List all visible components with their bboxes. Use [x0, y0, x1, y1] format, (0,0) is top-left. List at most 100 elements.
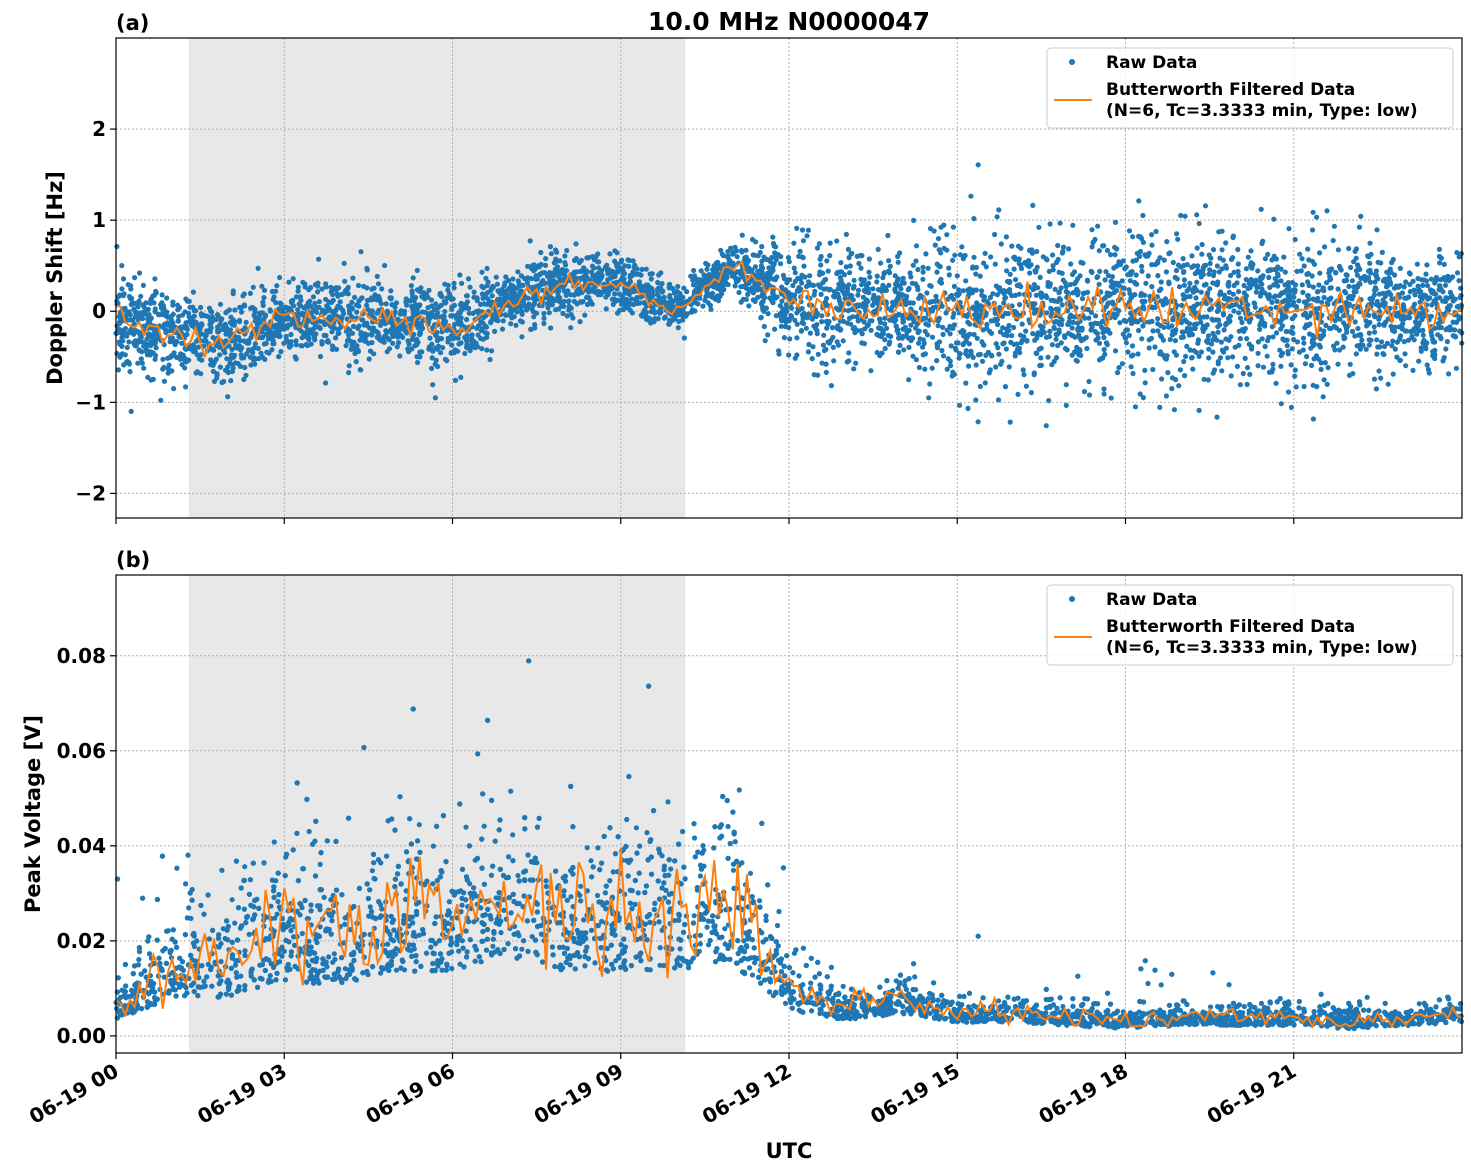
raw-data-point [1374, 351, 1380, 357]
raw-data-point [827, 240, 833, 246]
raw-data-point [230, 288, 236, 294]
raw-data-point [1359, 337, 1365, 343]
raw-data-point [586, 295, 592, 301]
raw-data-point [261, 287, 268, 293]
raw-data-point [1004, 257, 1010, 263]
raw-data-point [692, 308, 698, 314]
raw-data-point [434, 312, 440, 318]
raw-data-point [1270, 334, 1276, 340]
raw-data-point [116, 294, 122, 300]
raw-data-point [135, 360, 141, 366]
raw-data-point [755, 294, 761, 300]
raw-data-point [228, 378, 234, 384]
raw-data-point [1172, 338, 1178, 344]
raw-data-point [1385, 381, 1391, 387]
raw-data-point [1021, 334, 1027, 340]
raw-data-point [1355, 264, 1361, 270]
raw-data-point [1009, 333, 1015, 339]
raw-data-point [268, 329, 274, 335]
raw-data-point [968, 193, 974, 199]
raw-data-point [532, 325, 538, 331]
raw-data-point [1020, 367, 1026, 373]
raw-data-point [739, 247, 745, 254]
raw-data-point [555, 294, 561, 300]
raw-data-point [1450, 274, 1456, 280]
raw-data-point [1114, 370, 1121, 376]
raw-data-point [354, 309, 360, 315]
raw-data-point [614, 263, 620, 269]
raw-data-point [1190, 289, 1196, 295]
raw-data-point [860, 294, 867, 300]
raw-data-point [1101, 386, 1107, 392]
raw-data-point [262, 356, 268, 362]
raw-data-point [625, 305, 631, 311]
raw-data-point [877, 325, 884, 332]
raw-data-point [924, 290, 930, 296]
raw-data-point [1050, 252, 1056, 258]
raw-data-point [336, 330, 342, 336]
raw-data-point [1031, 286, 1037, 292]
raw-data-point [666, 321, 672, 327]
raw-data-point [850, 285, 857, 291]
raw-data-point [1231, 282, 1237, 289]
raw-data-point [959, 244, 965, 250]
raw-data-point [1034, 248, 1040, 255]
raw-data-point [407, 298, 413, 304]
raw-data-point [1162, 296, 1169, 302]
raw-data-point [944, 247, 950, 253]
raw-data-point [1187, 280, 1193, 286]
raw-data-point [588, 287, 595, 294]
raw-data-point [861, 341, 868, 347]
raw-data-point [1314, 214, 1320, 220]
raw-data-point [114, 243, 120, 250]
raw-data-point [821, 332, 827, 338]
raw-data-point [1123, 327, 1129, 334]
raw-data-point [1070, 222, 1076, 228]
raw-data-point [479, 291, 485, 297]
raw-data-point [297, 294, 303, 300]
raw-data-point [880, 284, 886, 290]
raw-data-point [1130, 234, 1136, 240]
raw-data-point [882, 337, 888, 343]
raw-data-point [756, 275, 762, 281]
raw-data-point [369, 308, 375, 314]
raw-data-point [754, 283, 760, 289]
raw-data-point [448, 296, 454, 302]
raw-data-point [1049, 362, 1055, 368]
raw-data-point [333, 346, 340, 352]
raw-data-point [1324, 300, 1330, 306]
raw-data-point [1237, 336, 1243, 342]
raw-data-point [1023, 328, 1029, 334]
raw-data-point [553, 307, 559, 313]
raw-data-point [923, 315, 929, 321]
raw-data-point [1047, 221, 1053, 227]
raw-data-point [1401, 284, 1407, 290]
raw-data-point [818, 262, 824, 268]
raw-data-point [323, 332, 329, 339]
raw-data-point [119, 335, 125, 341]
raw-data-point [1030, 305, 1036, 311]
raw-data-point [1068, 261, 1074, 267]
raw-data-point [534, 276, 540, 282]
raw-data-point [773, 251, 779, 257]
raw-data-point [1436, 283, 1443, 289]
raw-data-point [152, 340, 158, 347]
raw-data-point [993, 364, 999, 370]
raw-data-point [1249, 265, 1255, 271]
raw-data-point [359, 295, 365, 301]
raw-data-point [867, 274, 873, 280]
raw-data-point [1432, 355, 1438, 362]
raw-data-point [787, 336, 793, 342]
raw-data-point [1327, 285, 1333, 291]
raw-data-point [920, 264, 926, 270]
raw-data-point [750, 297, 756, 303]
raw-data-point [124, 344, 130, 351]
raw-data-point [846, 350, 852, 356]
raw-data-point [1258, 206, 1264, 212]
raw-data-point [206, 305, 213, 311]
raw-data-point [844, 291, 850, 297]
raw-data-point [880, 331, 887, 337]
raw-data-point [920, 269, 926, 275]
raw-data-point [1097, 268, 1103, 274]
raw-data-point [1300, 335, 1307, 341]
